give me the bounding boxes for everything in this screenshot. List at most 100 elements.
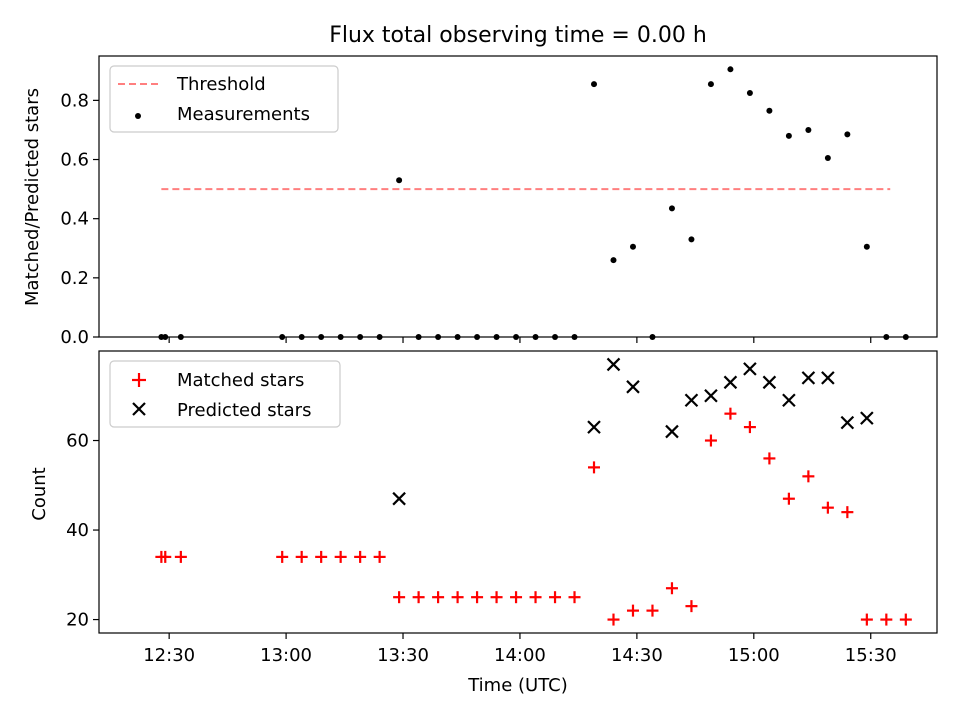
matched-stars-point — [665, 582, 678, 595]
matched-stars-point — [432, 591, 445, 604]
matched-stars-point — [704, 434, 717, 447]
predicted-stars-point — [606, 357, 621, 372]
x-tick-label: 14:00 — [494, 645, 546, 666]
bottom-legend: Matched stars Predicted stars — [109, 360, 341, 428]
legend-measurements-swatch — [135, 113, 141, 119]
measurements-point — [668, 205, 675, 212]
measurements-point — [707, 81, 714, 88]
matched-stars-point — [529, 591, 542, 604]
bottom-y-axis-label: Count — [29, 467, 50, 520]
matched-stars-point — [393, 591, 406, 604]
measurements-point — [688, 236, 695, 243]
bottom-panel: Count Time (UTC) 12:30 13:00 13:30 14:00 14:… — [29, 350, 938, 696]
legend-predicted-label: Predicted stars — [177, 400, 311, 421]
matched-stars-point — [159, 550, 172, 563]
y-tick-label: 0.8 — [60, 90, 89, 111]
measurements-point — [591, 81, 598, 88]
matched-stars-point — [607, 613, 620, 626]
bottom-x-ticks: 12:30 13:00 13:30 14:00 14:30 15:00 15:30 — [143, 633, 897, 666]
matched-stars-point — [174, 550, 187, 563]
matched-stars-point — [821, 501, 834, 514]
x-tick-label: 12:30 — [143, 645, 195, 666]
matched-stars-point — [724, 407, 737, 420]
measurements-point — [805, 126, 812, 133]
measurements-point — [396, 177, 403, 184]
measurements-point — [610, 257, 617, 264]
predicted-stars-point — [392, 491, 406, 506]
matched-stars-point — [295, 550, 308, 563]
matched-stars-point — [782, 492, 795, 505]
matched-stars-point — [899, 613, 912, 626]
matched-stars-point — [860, 613, 873, 626]
matched-stars-point — [510, 591, 523, 604]
measurements-point — [785, 132, 792, 139]
matched-stars-point — [880, 613, 893, 626]
predicted-stars-point — [782, 393, 796, 408]
matched-stars-point — [334, 550, 347, 563]
measurements-point — [727, 66, 734, 73]
y-tick-label: 0.6 — [60, 150, 89, 171]
measurements-point — [844, 131, 851, 138]
bottom-plot-marks — [155, 357, 912, 626]
y-tick-label: 40 — [66, 520, 89, 541]
predicted-stars-point — [821, 371, 835, 385]
matched-stars-point — [802, 470, 815, 483]
measurements-point — [629, 243, 636, 250]
x-tick-label: 15:30 — [845, 645, 897, 666]
measurements-point — [766, 107, 773, 114]
measurements-point — [746, 89, 753, 96]
predicted-stars-point — [723, 375, 738, 390]
top-legend-box — [109, 65, 339, 133]
predicted-stars-point — [801, 371, 816, 385]
matched-stars-point — [412, 591, 425, 604]
top-legend: Threshold Measurements — [109, 65, 339, 133]
bottom-axes-frame — [98, 350, 938, 634]
chart-title: Flux total observing time = 0.00 h — [329, 23, 707, 48]
predicted-stars-point — [587, 420, 601, 434]
top-y-axis-label: Matched/Predicted stars — [22, 88, 43, 306]
top-y-ticks: 0.0 0.2 0.4 0.6 0.8 — [60, 90, 99, 348]
legend-matched-swatch — [132, 373, 146, 387]
matched-stars-point — [490, 591, 503, 604]
x-axis-label: Time (UTC) — [467, 675, 568, 696]
matched-stars-point — [685, 600, 698, 613]
x-tick-label: 14:30 — [611, 645, 663, 666]
measurements-point — [863, 243, 870, 250]
y-tick-label: 20 — [66, 610, 89, 631]
matched-stars-point — [373, 550, 386, 563]
predicted-stars-point — [840, 415, 855, 430]
legend-matched-label: Matched stars — [177, 370, 304, 391]
top-panel: Matched/Predicted stars 0.00.20.40.60.8 … — [22, 55, 938, 348]
top-x-ticks — [168, 337, 872, 343]
bottom-y-ticks: 20 40 60 — [66, 431, 99, 631]
matched-stars-point — [276, 550, 289, 563]
matched-stars-point — [763, 452, 776, 465]
matched-stars-point — [315, 550, 328, 563]
matched-stars-point — [568, 591, 581, 604]
matched-stars-point — [743, 421, 756, 434]
measurements-point — [824, 155, 831, 162]
legend-threshold-label: Threshold — [176, 74, 266, 95]
predicted-stars-point — [626, 380, 640, 394]
matched-stars-point — [588, 461, 601, 474]
y-tick-label: 60 — [66, 431, 89, 452]
legend-measurements-label: Measurements — [177, 104, 310, 125]
predicted-stars-point — [684, 393, 699, 408]
predicted-stars-point — [665, 424, 679, 439]
predicted-stars-point — [860, 411, 874, 425]
x-tick-label: 13:30 — [377, 645, 429, 666]
y-tick-label: 0.2 — [60, 268, 89, 289]
x-tick-label: 15:00 — [728, 645, 780, 666]
y-tick-label: 0.4 — [60, 209, 89, 230]
matched-stars-point — [841, 506, 854, 519]
legend-predicted-swatch — [132, 402, 146, 416]
y-tick-label: 0.0 — [60, 327, 89, 348]
predicted-stars-point — [743, 362, 757, 376]
matched-stars-point — [646, 604, 659, 617]
matched-stars-point — [549, 591, 562, 604]
matched-stars-point — [354, 550, 367, 563]
x-tick-label: 13:00 — [260, 645, 312, 666]
top-axes-frame — [98, 55, 938, 338]
matched-stars-point — [451, 591, 464, 604]
